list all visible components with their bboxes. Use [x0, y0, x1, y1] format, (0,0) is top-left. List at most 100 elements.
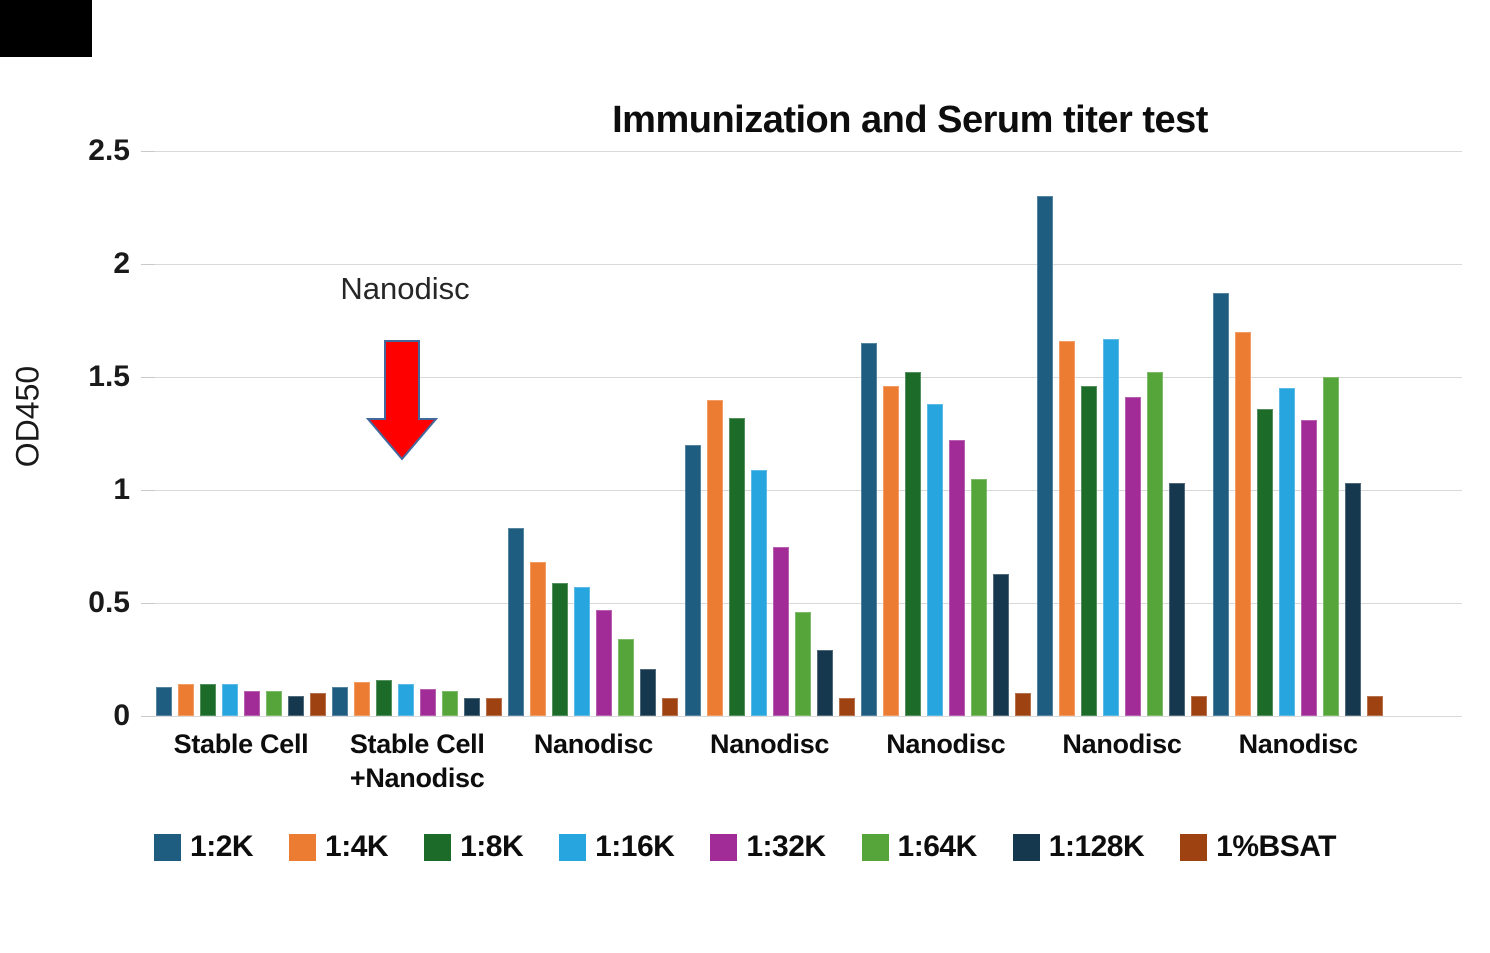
category-label-6: Nanodisc: [1238, 729, 1358, 759]
bar-group-5: [1037, 151, 1207, 716]
legend-item-1:16K: 1:16K: [559, 830, 675, 864]
y-tick-label-0: 0: [113, 699, 130, 732]
chart-title: Immunization and Serum titer test: [612, 99, 1208, 141]
bar-1:64K-group-2: [618, 639, 635, 716]
bar-1:4K-group-1: [354, 682, 371, 716]
annotation-label: Nanodisc: [340, 271, 470, 306]
category-label-1: Stable Cell +Nanodisc: [349, 729, 485, 793]
bar-1:16K-group-6: [1279, 388, 1296, 716]
y-tick-mark: [141, 150, 155, 152]
bar-1:8K-group-4: [904, 372, 921, 716]
bar-1:32K-group-6: [1301, 419, 1318, 716]
legend-swatch-icon: [154, 833, 182, 861]
gridline-y-0: [155, 715, 1462, 717]
corner-artifact: [0, 0, 92, 57]
gridline-y-1: [155, 489, 1462, 491]
bar-group-3: [684, 151, 855, 716]
bar-1:128K-group-2: [640, 668, 657, 716]
bar-1:64K-group-5: [1147, 372, 1163, 716]
bar-1:4K-group-5: [1059, 340, 1075, 716]
bar-1:4K-group-2: [530, 562, 547, 716]
bar-1:32K-group-1: [420, 688, 437, 716]
bar-1:4K-group-3: [706, 399, 723, 716]
bar-1:32K-group-5: [1125, 397, 1141, 716]
bar-1:64K-group-3: [794, 612, 811, 716]
y-tick-label-1: 1: [113, 473, 130, 506]
y-tick-mark: [141, 376, 155, 378]
bar-1:8K-group-2: [552, 582, 569, 716]
bar-group-0: [156, 151, 326, 716]
category-label-5: Nanodisc: [1062, 729, 1182, 759]
legend-item-1%BSAT: 1%BSAT: [1180, 830, 1336, 864]
y-tick-mark: [141, 489, 155, 491]
bar-1:2K-group-5: [1037, 196, 1053, 716]
bar-1:2K-group-4: [860, 343, 877, 716]
gridline-y-0.5: [155, 602, 1462, 604]
bar-1%BSAT-group-4: [1014, 693, 1031, 716]
bar-1:2K-group-3: [684, 444, 701, 716]
bar-1%BSAT-group-6: [1367, 695, 1384, 716]
gridline-y-2.5: [155, 150, 1462, 152]
legend-swatch-icon: [861, 833, 889, 861]
bar-1:8K-group-6: [1257, 408, 1274, 716]
bar-1:128K-group-1: [464, 697, 481, 716]
bar-1:32K-group-4: [948, 440, 965, 716]
bar-1:2K-group-6: [1213, 293, 1230, 716]
bar-1:8K-group-0: [200, 684, 216, 716]
bar-1:64K-group-1: [442, 691, 459, 716]
legend-label: 1:16K: [595, 830, 675, 863]
bar-1:2K-group-1: [332, 686, 349, 716]
gridline-y-2: [155, 263, 1462, 265]
legend-swatch-icon: [1180, 833, 1208, 861]
category-label-2: Nanodisc: [533, 729, 653, 759]
bar-1:8K-group-1: [376, 679, 393, 716]
legend-label: 1:32K: [746, 830, 826, 863]
y-tick-mark: [141, 263, 155, 265]
bar-1:16K-group-5: [1103, 338, 1119, 716]
bar-1:8K-group-5: [1081, 386, 1097, 716]
down-arrow-icon: [365, 340, 439, 461]
legend-swatch-icon: [289, 833, 317, 861]
y-tick-mark: [141, 715, 155, 717]
bar-1%BSAT-group-5: [1191, 695, 1207, 716]
bar-1%BSAT-group-0: [310, 693, 326, 716]
bar-1:64K-group-0: [266, 691, 282, 716]
bar-1:16K-group-1: [398, 684, 415, 716]
y-tick-label-1.5: 1.5: [88, 360, 130, 393]
bar-1%BSAT-group-3: [838, 697, 855, 716]
legend-label: 1:8K: [460, 830, 524, 863]
legend-swatch-icon: [559, 833, 587, 861]
bar-1:32K-group-0: [244, 691, 260, 716]
bar-group-6: [1213, 151, 1384, 716]
category-label-0: Stable Cell: [173, 729, 309, 759]
legend-label: 1:2K: [190, 830, 254, 863]
legend: 1:2K 1:4K 1:8K 1:16K 1:32K 1:64K 1:128K 1%BSAT: [0, 830, 1490, 864]
y-tick-label-2: 2: [113, 247, 130, 280]
bar-1%BSAT-group-2: [662, 697, 679, 716]
legend-label: 1:128K: [1048, 830, 1145, 863]
bar-1:16K-group-4: [926, 404, 943, 716]
bar-1:16K-group-2: [574, 587, 591, 716]
bar-group-4: [860, 151, 1031, 716]
category-label-4: Nanodisc: [886, 729, 1006, 759]
legend-item-1:2K: 1:2K: [154, 830, 254, 864]
bar-1:128K-group-3: [816, 650, 833, 716]
legend-label: 1:64K: [897, 830, 978, 863]
bar-group-2: [508, 151, 679, 716]
bar-1:64K-group-6: [1323, 377, 1340, 716]
bar-1:128K-group-4: [992, 573, 1009, 716]
legend-item-1:64K: 1:64K: [861, 830, 978, 864]
bar-1:16K-group-0: [222, 684, 238, 716]
legend-label: 1:4K: [325, 830, 389, 863]
bar-1:4K-group-6: [1235, 331, 1252, 716]
bar-group-1: [332, 151, 503, 716]
legend-swatch-icon: [710, 833, 738, 861]
legend-item-1:4K: 1:4K: [289, 830, 389, 864]
bar-1:8K-group-3: [728, 417, 745, 716]
y-axis-title: OD450: [9, 365, 46, 468]
bar-1%BSAT-group-1: [486, 697, 503, 716]
y-tick-label-2.5: 2.5: [88, 134, 130, 167]
bar-1:4K-group-4: [882, 386, 899, 716]
gridline-y-1.5: [155, 376, 1462, 378]
